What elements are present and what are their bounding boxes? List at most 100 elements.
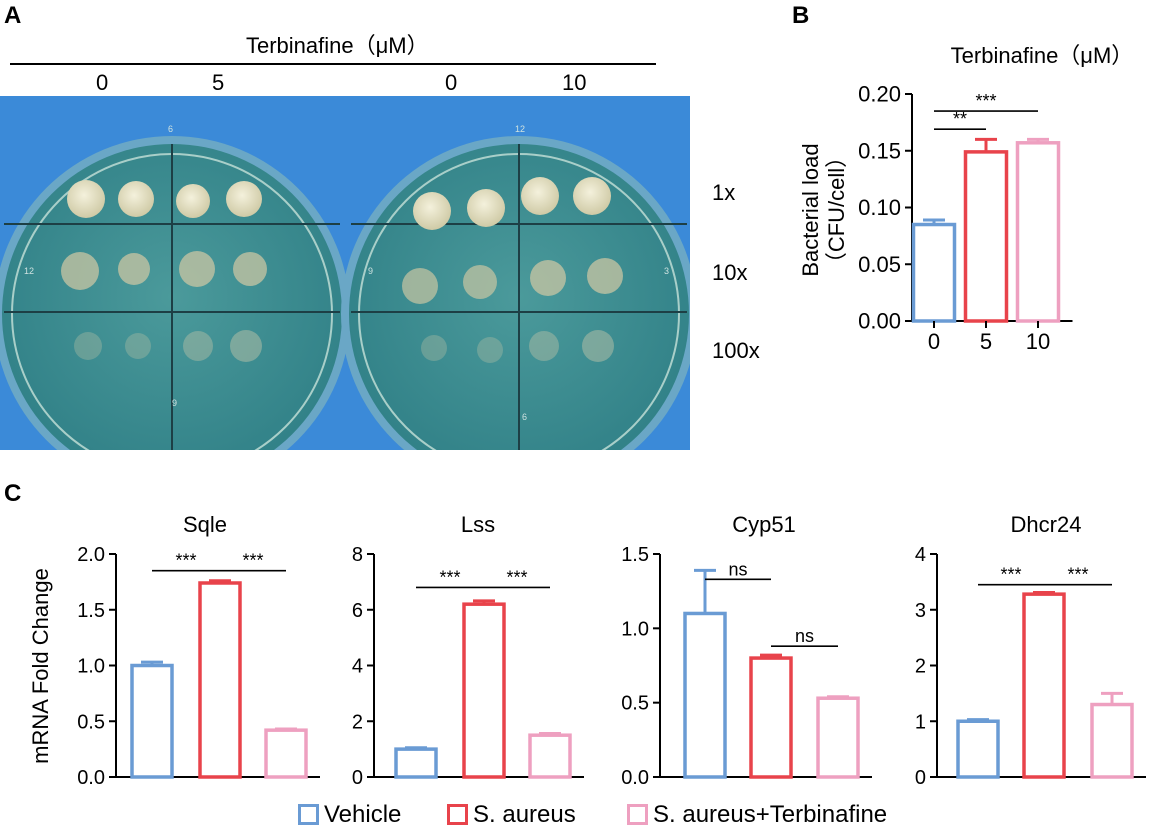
legend-swatch-s-aureus-terbinafine — [627, 804, 648, 825]
y-tick-label: 0.5 — [77, 711, 105, 733]
y-tick-label: 2.0 — [77, 544, 105, 566]
colony-spot — [413, 192, 451, 230]
dose-label-right-0: 0 — [445, 70, 458, 95]
panel-a-header-rule — [10, 63, 656, 65]
chart-title: Sqle — [183, 512, 227, 537]
colony-spot — [61, 252, 99, 290]
legend-swatch-s-aureus — [447, 804, 468, 825]
dose-label-left-0: 0 — [96, 70, 109, 95]
legend-label-vehicle: Vehicle — [324, 801, 402, 828]
chart-title: Cyp51 — [732, 512, 796, 537]
colony-spot — [67, 180, 105, 218]
y-axis-label: mRNA Fold Change — [28, 568, 53, 764]
plate-photo-drawing: 6 12 9 12 9 3 6 — [0, 96, 690, 450]
chart-title: Terbinafine（μM） — [951, 43, 1134, 68]
colony-spot — [176, 184, 210, 218]
y-tick-label: 2 — [915, 656, 926, 678]
y-tick-label: 0.10 — [858, 195, 901, 220]
y-tick-label: 1.0 — [77, 656, 105, 678]
colony-spot — [118, 181, 154, 217]
colony-spot — [230, 330, 262, 362]
bar — [1090, 702, 1134, 779]
plate-left: 6 12 9 — [0, 124, 350, 450]
y-tick-label: 1 — [915, 711, 926, 733]
colony-spot — [521, 177, 559, 215]
bar — [1022, 592, 1066, 779]
significance-label: ** — [953, 109, 967, 129]
y-tick-label: 1.0 — [621, 618, 649, 640]
colony-spot — [467, 189, 505, 227]
y-tick-label: 8 — [352, 544, 363, 566]
y-tick-label: 1.5 — [621, 544, 649, 566]
colony-spot — [74, 332, 102, 360]
significance-label: ns — [728, 559, 747, 579]
colony-spot — [402, 268, 438, 304]
colony-spot — [530, 260, 566, 296]
y-tick-label: 0.20 — [858, 82, 901, 107]
colony-spot — [573, 177, 611, 215]
plate-left-mark: 6 — [168, 124, 173, 134]
bar — [816, 696, 860, 779]
x-tick-label: 10 — [1026, 329, 1050, 354]
dose-label-right-1: 10 — [562, 70, 587, 95]
colony-spot — [582, 330, 614, 362]
panel-letter-a: A — [4, 2, 22, 29]
colony-spot — [421, 335, 447, 361]
legend-label-s-aureus: S. aureus — [473, 801, 576, 828]
colony-spot — [118, 253, 150, 285]
colony-spot — [226, 181, 262, 217]
plate-right: 12 9 3 6 — [341, 124, 690, 450]
significance-label: *** — [1067, 565, 1088, 585]
y-axis-label: （CFU/cell） — [824, 146, 849, 274]
colony-spot — [477, 337, 503, 363]
significance-label: *** — [1000, 565, 1021, 585]
panel-a-header: Terbinafine（μM） — [246, 33, 429, 58]
y-axis-label: Bacterial load — [798, 143, 823, 276]
y-tick-label: 0.0 — [621, 767, 649, 789]
dilution-label-10x: 10x — [712, 260, 748, 285]
plate-right-mark: 9 — [368, 266, 373, 276]
bar — [683, 611, 727, 779]
y-tick-label: 3 — [915, 600, 926, 622]
bar — [749, 656, 793, 779]
significance-label: *** — [439, 567, 460, 587]
plate-right-mark: 6 — [522, 412, 527, 422]
y-tick-label: 0.15 — [858, 138, 901, 163]
plate-right-mark: 3 — [664, 266, 669, 276]
bar — [130, 663, 174, 779]
y-tick-label: 6 — [352, 600, 363, 622]
x-tick-label: 5 — [980, 329, 992, 354]
legend-label-s-aureus-terbinafine: S. aureus+Terbinafine — [653, 801, 888, 828]
significance-label: ns — [795, 626, 814, 646]
chart-title: Lss — [461, 512, 495, 537]
y-tick-label: 0.00 — [858, 309, 901, 334]
plate-right-mark: 12 — [515, 124, 525, 134]
colony-spot — [529, 331, 559, 361]
bar — [911, 222, 957, 323]
colony-spot — [587, 258, 623, 294]
y-tick-label: 0.0 — [77, 767, 105, 789]
dilution-label-100x: 100x — [712, 338, 760, 363]
significance-label: *** — [242, 551, 263, 571]
y-tick-label: 0 — [352, 767, 363, 789]
significance-label: *** — [975, 91, 996, 111]
dilution-label-1x: 1x — [712, 180, 736, 205]
chart-title: Dhcr24 — [1011, 512, 1082, 537]
colony-spot — [125, 333, 151, 359]
panel-letter-c: C — [4, 480, 22, 507]
colony-spot — [233, 252, 267, 286]
colony-spot — [179, 251, 215, 287]
panel-letter-b: B — [792, 2, 810, 29]
legend-swatch-vehicle — [298, 804, 319, 825]
dose-label-left-1: 5 — [212, 70, 225, 95]
y-tick-label: 2 — [352, 711, 363, 733]
bar — [528, 733, 572, 779]
x-tick-label: 0 — [928, 329, 940, 354]
colony-spot — [183, 331, 213, 361]
colony-spot — [463, 265, 497, 299]
y-tick-label: 1.5 — [77, 600, 105, 622]
y-tick-label: 0.5 — [621, 693, 649, 715]
